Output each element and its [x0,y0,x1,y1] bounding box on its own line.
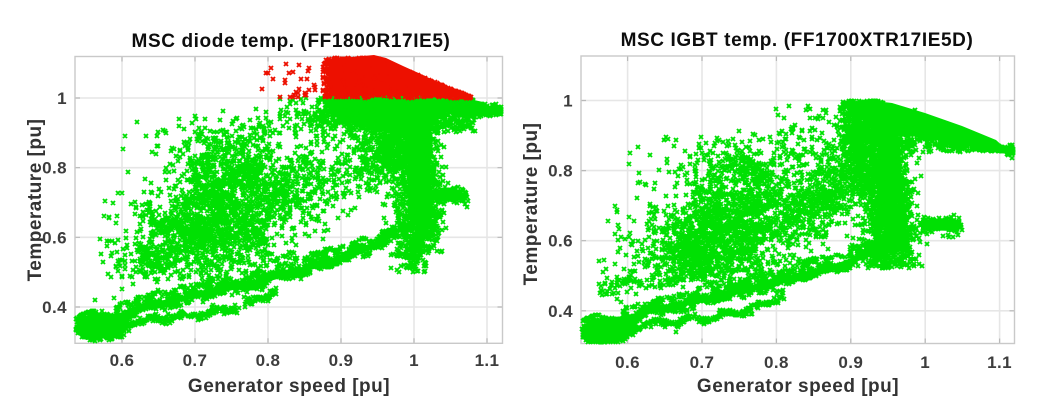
svg-text:Generator speed [pu]: Generator speed [pu] [697,376,899,397]
svg-text:1: 1 [563,92,573,111]
svg-text:1: 1 [57,89,67,108]
svg-text:1.1: 1.1 [475,351,500,370]
svg-text:0.8: 0.8 [548,162,573,181]
svg-text:0.8: 0.8 [764,353,789,372]
svg-text:0.8: 0.8 [256,351,281,370]
svg-text:MSC diode temp. (FF1800R17IE5): MSC diode temp. (FF1800R17IE5) [132,31,451,52]
svg-text:1: 1 [409,351,419,370]
svg-text:0.6: 0.6 [42,228,67,247]
svg-text:Temperature [pu]: Temperature [pu] [521,123,542,286]
svg-text:Generator speed [pu]: Generator speed [pu] [188,376,390,397]
svg-text:0.6: 0.6 [110,351,135,370]
svg-text:0.7: 0.7 [690,353,715,372]
svg-text:0.9: 0.9 [329,351,354,370]
svg-text:0.7: 0.7 [183,351,208,370]
svg-text:1: 1 [920,353,930,372]
svg-text:MSC IGBT temp. (FF1700XTR17IE5: MSC IGBT temp. (FF1700XTR17IE5D) [621,30,974,51]
svg-text:0.8: 0.8 [42,159,67,178]
svg-text:0.4: 0.4 [548,302,573,321]
svg-text:1.1: 1.1 [987,353,1012,372]
svg-text:0.4: 0.4 [42,298,67,317]
svg-text:Temperature [pu]: Temperature [pu] [25,119,46,282]
svg-text:0.6: 0.6 [548,232,573,251]
svg-text:0.6: 0.6 [615,353,640,372]
svg-text:0.9: 0.9 [838,353,863,372]
